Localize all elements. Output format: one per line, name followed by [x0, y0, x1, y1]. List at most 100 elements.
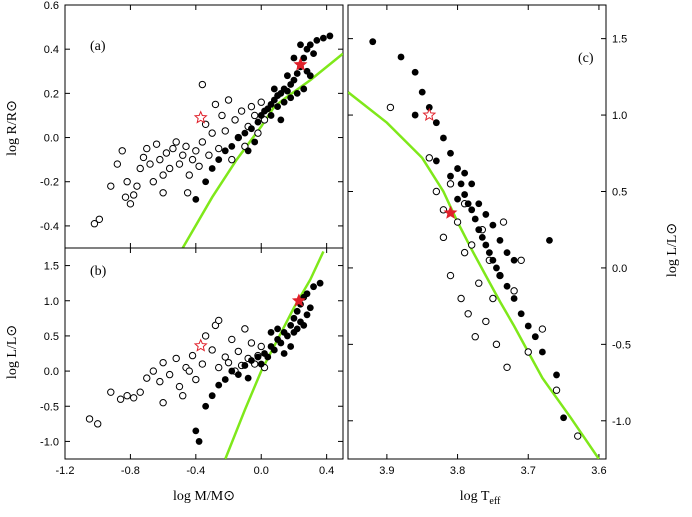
open-point	[489, 294, 497, 303]
panel-c-xlabel-sub: eff	[489, 496, 501, 507]
panel-c-label: (c)	[578, 51, 594, 66]
filled-point	[316, 279, 324, 287]
panel-a-model-line	[181, 52, 343, 248]
open-point	[471, 333, 479, 341]
xtick-label: 0.4	[319, 465, 334, 477]
star-marker	[293, 57, 308, 71]
filled-point	[560, 414, 567, 422]
model-line	[181, 52, 343, 248]
filled-point	[208, 392, 216, 400]
open-point	[85, 415, 94, 423]
filled-point	[221, 376, 229, 383]
filled-point	[440, 134, 447, 142]
ytick-label: -0.5	[40, 401, 59, 413]
open-point	[552, 386, 561, 394]
open-point	[453, 218, 462, 226]
ytick-label: -0.5	[612, 339, 631, 351]
filled-point	[264, 353, 272, 361]
filled-point	[411, 111, 419, 119]
model-line	[224, 250, 325, 459]
panel-a: -0.4 -0.2 0.0 0.2 0.4 0.6 (a) log R/R⊙	[5, 0, 344, 249]
filled-point	[267, 112, 275, 119]
open-point	[250, 111, 259, 120]
open-point	[205, 151, 213, 159]
filled-point	[461, 191, 469, 198]
filled-point	[503, 249, 511, 257]
filled-point	[284, 87, 291, 95]
xtick-label: 0.0	[254, 465, 269, 477]
open-point	[215, 363, 223, 372]
panel-b-label: (b)	[90, 264, 107, 279]
xtick-label: 3.6	[591, 465, 606, 477]
filled-point	[464, 200, 472, 208]
open-point	[172, 138, 180, 146]
open-point	[432, 187, 441, 196]
filled-point	[290, 54, 298, 62]
open-point	[439, 233, 448, 242]
filled-point	[468, 206, 476, 214]
filled-point	[257, 360, 265, 368]
filled-point	[300, 321, 308, 329]
filled-point	[274, 103, 281, 111]
open-point	[149, 178, 158, 186]
filled-point	[468, 180, 476, 188]
filled-point	[290, 314, 298, 322]
filled-point	[478, 233, 486, 241]
open-point	[129, 191, 138, 199]
open-point	[118, 147, 126, 155]
ytick-label: 0.5	[612, 186, 627, 198]
open-point	[201, 332, 210, 340]
open-point	[179, 151, 187, 159]
filled-point	[221, 147, 229, 155]
open-point	[231, 116, 239, 124]
open-point	[136, 164, 144, 173]
filled-point	[284, 72, 291, 80]
open-point	[257, 98, 265, 106]
open-point	[107, 182, 115, 190]
filled-point	[274, 325, 281, 333]
panel-b-frame	[64, 247, 344, 460]
filled-point	[228, 142, 236, 150]
filled-point	[310, 50, 317, 57]
filled-point	[471, 215, 479, 223]
ytick-label: 0.6	[44, 0, 59, 12]
open-point	[221, 127, 229, 135]
filled-point	[313, 36, 321, 44]
filled-point	[475, 226, 483, 234]
filled-point	[202, 178, 210, 186]
ytick-label: 0.2	[44, 88, 59, 100]
filled-point	[228, 367, 236, 375]
open-point	[208, 346, 216, 354]
filled-point	[489, 256, 497, 264]
open-point	[159, 189, 167, 197]
panel-a-points	[90, 32, 334, 228]
open-point	[183, 189, 192, 197]
filled-point	[461, 169, 469, 177]
open-point	[254, 129, 262, 137]
ytick-label: 1.5	[612, 34, 627, 46]
filled-point	[248, 125, 255, 133]
filled-point	[267, 329, 275, 336]
open-point	[165, 164, 174, 173]
open-point	[241, 325, 249, 333]
open-point	[136, 388, 144, 396]
ytick-label: -0.4	[40, 221, 59, 233]
open-point	[143, 374, 151, 382]
open-point	[156, 155, 164, 164]
filled-point	[192, 427, 200, 435]
filled-point	[234, 371, 242, 378]
filled-point	[319, 34, 327, 42]
open-point	[175, 382, 184, 391]
open-point	[228, 335, 236, 344]
xtick-label: 3.8	[450, 465, 465, 477]
filled-point	[496, 237, 504, 244]
panel-a-ylabel: log R/R⊙	[5, 100, 20, 156]
filled-point	[546, 237, 553, 244]
open-point	[159, 171, 167, 179]
open-point	[482, 317, 490, 326]
open-point	[237, 107, 246, 115]
open-point	[215, 144, 223, 153]
open-point	[123, 392, 131, 400]
open-point	[94, 420, 102, 428]
